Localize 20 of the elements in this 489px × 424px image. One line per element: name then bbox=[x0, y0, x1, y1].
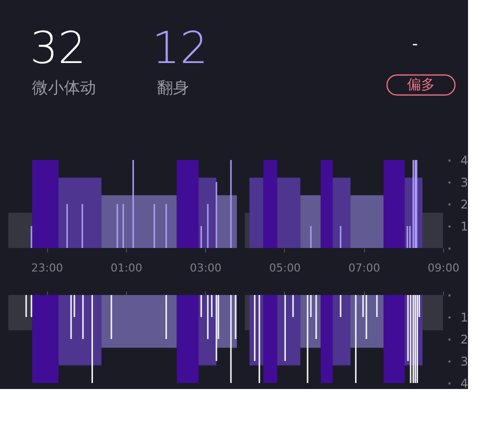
x-tick-label: 05:00 bbox=[269, 262, 301, 274]
x-tick-label: 03:00 bbox=[190, 262, 222, 274]
x-tick-label: 01:00 bbox=[110, 262, 142, 274]
text: 32 bbox=[30, 23, 86, 74]
y-tick-label: 1 bbox=[460, 310, 468, 324]
y-tick-label: 4 bbox=[460, 154, 468, 168]
x-tick-label: 23:00 bbox=[31, 262, 63, 274]
text: 翻身 bbox=[157, 78, 189, 97]
y-tick-label: 2 bbox=[460, 332, 468, 346]
text: 12 bbox=[152, 23, 208, 74]
y-tick-label: 1 bbox=[460, 220, 468, 234]
y-tick-label: 3 bbox=[460, 176, 468, 190]
x-tick-label: 09:00 bbox=[428, 262, 460, 274]
text: 微小体动 bbox=[32, 78, 96, 97]
y-tick-label: 3 bbox=[460, 354, 468, 368]
text: 偏多 bbox=[407, 77, 435, 93]
y-tick-label: 4 bbox=[460, 376, 468, 390]
y-tick-label: 2 bbox=[460, 198, 468, 212]
x-tick-label: 07:00 bbox=[348, 262, 380, 274]
text: - bbox=[412, 34, 418, 53]
